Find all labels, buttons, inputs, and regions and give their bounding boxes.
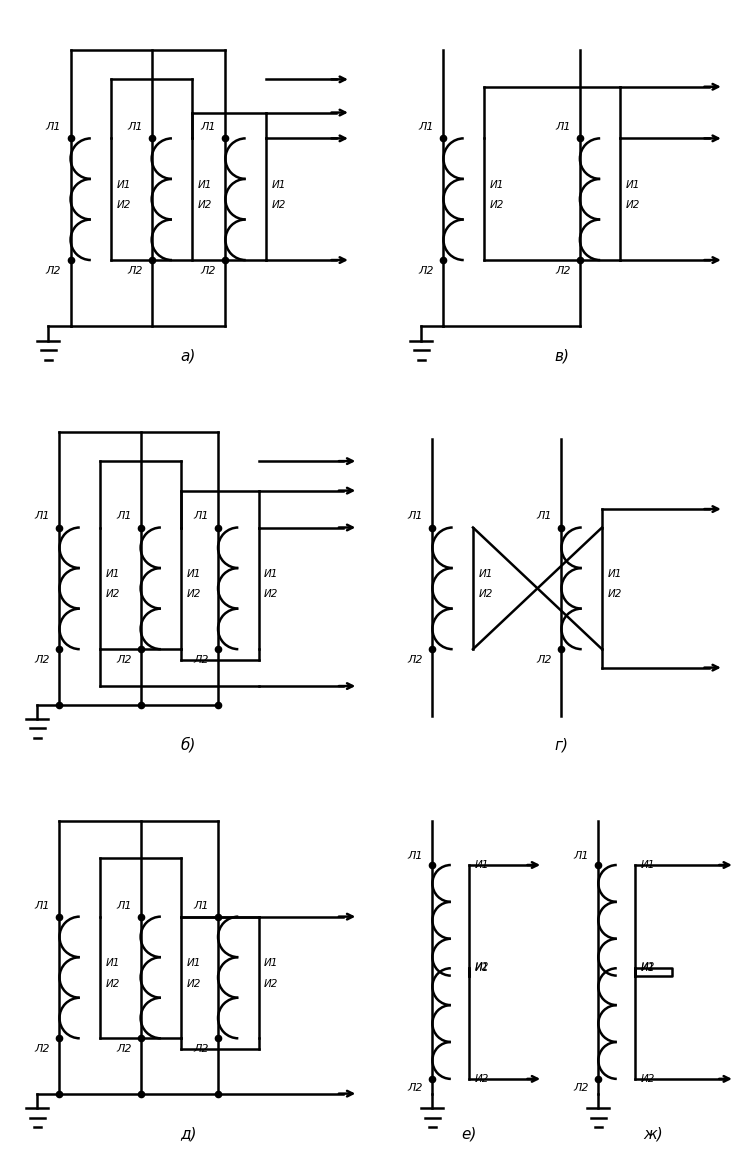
- Text: И2: И2: [264, 978, 278, 989]
- Text: И2: И2: [187, 978, 201, 989]
- Text: Л1: Л1: [34, 901, 50, 910]
- Text: Л2: Л2: [116, 1044, 131, 1055]
- Text: Л2: Л2: [194, 1044, 208, 1055]
- Text: И1: И1: [264, 569, 278, 579]
- Text: И1: И1: [478, 569, 493, 579]
- Text: И1: И1: [640, 963, 655, 974]
- Text: И2: И2: [264, 589, 278, 599]
- Text: Л1: Л1: [201, 122, 216, 133]
- Text: Л1: Л1: [127, 122, 142, 133]
- Text: И2: И2: [626, 201, 640, 210]
- Text: Л2: Л2: [34, 1044, 50, 1055]
- Text: Л1: Л1: [408, 852, 423, 861]
- Text: И1: И1: [198, 179, 212, 190]
- Text: И2: И2: [608, 589, 622, 599]
- Text: И1: И1: [272, 179, 286, 190]
- Text: Л1: Л1: [194, 901, 208, 910]
- Text: Л2: Л2: [555, 266, 571, 276]
- Text: Л2: Л2: [408, 1083, 423, 1092]
- Text: Л2: Л2: [194, 656, 208, 665]
- Text: Л1: Л1: [46, 122, 62, 133]
- Text: И1: И1: [264, 958, 278, 968]
- Text: И2: И2: [272, 201, 286, 210]
- Text: И1: И1: [640, 860, 655, 870]
- Text: Л2: Л2: [201, 266, 216, 276]
- Text: Л2: Л2: [127, 266, 142, 276]
- Text: Л2: Л2: [408, 656, 423, 665]
- Text: И2: И2: [475, 1073, 489, 1084]
- Text: Л2: Л2: [46, 266, 62, 276]
- Text: Л1: Л1: [419, 122, 434, 133]
- Text: Л1: Л1: [34, 511, 50, 522]
- Text: Л1: Л1: [408, 511, 423, 522]
- Text: И2: И2: [117, 201, 131, 210]
- Text: е): е): [461, 1126, 477, 1141]
- Text: И2: И2: [478, 589, 493, 599]
- Text: И2: И2: [187, 589, 201, 599]
- Text: Л1: Л1: [116, 901, 131, 910]
- Text: И2: И2: [198, 201, 212, 210]
- Text: И1: И1: [626, 179, 640, 190]
- Text: И2: И2: [640, 962, 655, 972]
- Text: Л2: Л2: [116, 656, 131, 665]
- Text: Л2: Л2: [574, 1083, 589, 1092]
- Text: Л2: Л2: [537, 656, 552, 665]
- Text: И1: И1: [106, 569, 120, 579]
- Text: И2: И2: [106, 978, 120, 989]
- Text: И1: И1: [117, 179, 131, 190]
- Text: И1: И1: [106, 958, 120, 968]
- Text: Л1: Л1: [574, 852, 589, 861]
- Text: И1: И1: [475, 860, 489, 870]
- Text: б): б): [181, 737, 196, 752]
- Text: И2: И2: [475, 962, 489, 972]
- Text: И2: И2: [490, 201, 504, 210]
- Text: а): а): [181, 348, 196, 364]
- Text: Л1: Л1: [555, 122, 571, 133]
- Text: ж): ж): [644, 1126, 664, 1141]
- Text: г): г): [554, 738, 568, 752]
- Text: Л1: Л1: [537, 511, 552, 522]
- Text: И1: И1: [187, 958, 201, 968]
- Text: И2: И2: [640, 1073, 655, 1084]
- Text: И1: И1: [608, 569, 622, 579]
- Text: Л1: Л1: [116, 511, 131, 522]
- Text: И1: И1: [475, 963, 489, 974]
- Text: Л2: Л2: [419, 266, 434, 276]
- Text: Л2: Л2: [34, 656, 50, 665]
- Text: Л1: Л1: [194, 511, 208, 522]
- Text: в): в): [554, 348, 569, 364]
- Text: д): д): [180, 1126, 196, 1141]
- Text: И2: И2: [106, 589, 120, 599]
- Text: И1: И1: [490, 179, 504, 190]
- Text: И1: И1: [187, 569, 201, 579]
